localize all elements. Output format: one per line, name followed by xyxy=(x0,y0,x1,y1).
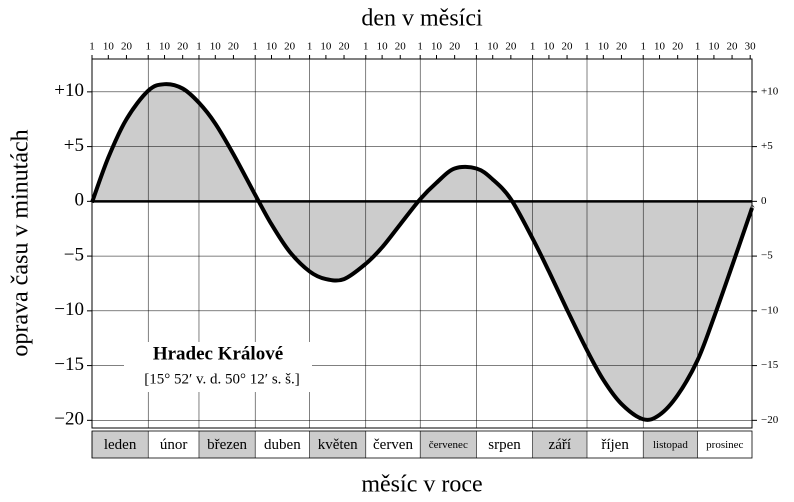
x2-tick-label: 1 xyxy=(530,41,536,53)
x2-tick-label: 20 xyxy=(616,41,628,53)
plot-frame xyxy=(91,58,753,429)
x2-tick-label: 10 xyxy=(320,41,332,53)
annotation-title: Hradec Králové xyxy=(153,343,283,364)
x2-tick-label: 10 xyxy=(377,41,389,53)
month-label: březen xyxy=(207,437,247,453)
x2-tick-label: 20 xyxy=(228,41,240,53)
y2-tick-label: +10 xyxy=(761,85,779,97)
y-tick-label: 0 xyxy=(75,190,85,211)
x2-tick-label: 1 xyxy=(417,41,423,53)
x2-tick-label: 1 xyxy=(252,41,258,53)
x2-tick-label: 30 xyxy=(745,41,757,53)
month-label: červen xyxy=(373,437,413,453)
x2-tick-label: 1 xyxy=(89,41,95,53)
x2-tick-label: 20 xyxy=(505,41,517,53)
x2-tick-label: 20 xyxy=(727,41,739,53)
x2-tick-label: 1 xyxy=(196,41,202,53)
month-label: listopad xyxy=(653,439,688,451)
y-tick-label: −10 xyxy=(54,299,84,320)
y2-tick-label: −10 xyxy=(761,304,779,316)
x2-tick-label: 1 xyxy=(640,41,646,53)
month-band xyxy=(643,431,698,458)
x2-tick-label: 1 xyxy=(145,41,151,53)
x2-tick-label: 20 xyxy=(121,41,133,53)
x2-tick-label: 20 xyxy=(339,41,351,53)
x2-tick-label: 10 xyxy=(210,41,222,53)
y-tick-label: −5 xyxy=(64,244,84,265)
x2-tick-label: 10 xyxy=(598,41,610,53)
x2-tick-label: 1 xyxy=(363,41,369,53)
month-band xyxy=(532,431,587,458)
x2-tick-label: 20 xyxy=(562,41,574,53)
month-label: květen xyxy=(318,437,358,453)
y2-tick-label: −5 xyxy=(761,250,773,262)
y-tick-label: −20 xyxy=(54,409,84,430)
x2-tick-label: 10 xyxy=(431,41,443,53)
y-tick-label: +5 xyxy=(64,135,84,156)
x2-tick-label: 10 xyxy=(159,41,171,53)
x2-tick-label: 10 xyxy=(708,41,720,53)
month-label: duben xyxy=(264,437,301,453)
x-axis-label: měsíc v roce xyxy=(361,472,482,498)
x2-tick-label: 20 xyxy=(672,41,684,53)
y-axis-label: oprava času v minutách xyxy=(8,129,34,356)
x2-tick-label: 1 xyxy=(584,41,590,53)
month-label: prosinec xyxy=(706,439,743,451)
x2-tick-label: 10 xyxy=(654,41,666,53)
y2-tick-label: −20 xyxy=(761,414,779,426)
x2-tick-label: 10 xyxy=(543,41,555,53)
y2-tick-label: +5 xyxy=(761,140,773,152)
x2-tick-label: 10 xyxy=(487,41,499,53)
y2-tick-label: 0 xyxy=(761,195,767,207)
month-label: leden xyxy=(104,437,137,453)
annotation-text: [15° 52′ v. d. 50° 12′ s. š.] xyxy=(144,371,300,387)
month-label: říjen xyxy=(601,437,629,453)
month-band xyxy=(92,431,149,458)
x2-tick-label: 1 xyxy=(474,41,480,53)
line xyxy=(90,82,755,422)
month-row-frame xyxy=(91,430,753,459)
x2-tick-label: 10 xyxy=(266,41,278,53)
x2-tick-label: 1 xyxy=(307,41,313,53)
x2-tick-label: 20 xyxy=(284,41,296,53)
x2-tick-label: 20 xyxy=(395,41,407,53)
month-band xyxy=(309,431,366,458)
x2-tick-label: 1 xyxy=(695,41,701,53)
chart-title: den v měsíci xyxy=(361,6,483,32)
x2-tick-label: 20 xyxy=(449,41,461,53)
month-label: srpen xyxy=(488,437,521,453)
x2-tick-label: 10 xyxy=(103,41,115,53)
y-tick-label: −15 xyxy=(54,354,84,375)
month-label: září xyxy=(549,437,571,453)
month-label: červenec xyxy=(429,439,468,451)
month-band xyxy=(198,431,256,458)
y-tick-label: +10 xyxy=(54,80,84,101)
month-band xyxy=(420,431,477,458)
month-label: únor xyxy=(160,437,188,453)
y2-tick-label: −15 xyxy=(761,359,779,371)
x2-tick-label: 20 xyxy=(177,41,189,53)
annotation-box xyxy=(124,342,312,392)
